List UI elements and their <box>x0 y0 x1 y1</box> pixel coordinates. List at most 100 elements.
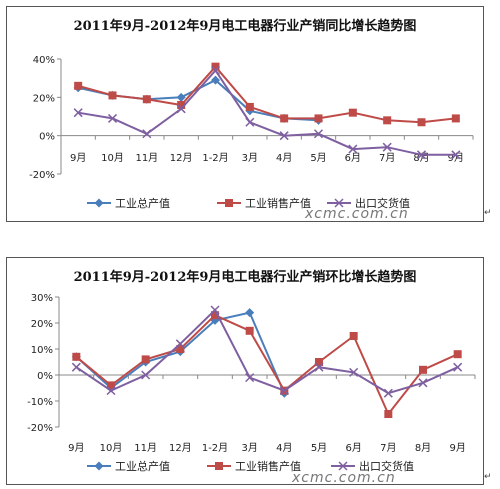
data-point <box>176 345 185 353</box>
x-tick-label: 6月 <box>345 152 361 164</box>
x-tick-label: 9月 <box>70 152 86 164</box>
chart-title: 2011年9月-2012年9月电工电器行业产销环比增长趋势图 <box>73 270 417 285</box>
data-point <box>211 62 220 71</box>
data-point <box>348 144 358 154</box>
data-point <box>279 386 289 396</box>
chart-mom: 30% 20% 10% 0% -10% -20% 9月 10月 11月 12月 1-2月 3月 4月 5月… <box>27 293 476 473</box>
data-point <box>107 381 115 390</box>
series-line <box>78 68 456 156</box>
x-tick-label: 12月 <box>170 152 193 164</box>
data-point <box>384 410 393 418</box>
y-tick-label: -10% <box>27 397 53 408</box>
data-point <box>419 365 427 374</box>
x-tick-label: 10月 <box>101 152 124 164</box>
legend-marker <box>94 198 104 208</box>
data-point <box>315 358 323 366</box>
y-tick-label: 30% <box>31 293 53 304</box>
x-tick-label: 9月 <box>68 442 84 454</box>
data-point <box>418 378 428 388</box>
data-point <box>73 108 83 118</box>
data-point <box>383 388 393 398</box>
data-point <box>142 129 152 139</box>
data-point <box>417 118 426 127</box>
legend-label: 工业总产值 <box>115 196 170 210</box>
data-point <box>142 95 151 104</box>
data-point <box>141 370 151 380</box>
data-point <box>210 315 220 325</box>
x-tick-label: 3月 <box>242 152 258 164</box>
y-tick-label: -20% <box>29 170 55 181</box>
data-point <box>211 75 220 85</box>
data-point <box>245 102 254 111</box>
data-point <box>176 92 186 102</box>
data-point <box>383 116 392 125</box>
x-tick-label: 4月 <box>276 442 292 454</box>
data-point <box>451 150 461 160</box>
legend-marker <box>338 461 348 471</box>
data-point <box>348 108 357 117</box>
legend-label: 工业总产值 <box>115 459 170 473</box>
y-tick-label: 0% <box>37 371 53 382</box>
data-point <box>313 129 324 139</box>
legend-marker <box>215 462 223 470</box>
data-point <box>349 332 358 340</box>
y-tick-label: 20% <box>31 319 53 330</box>
data-point <box>280 114 289 123</box>
data-point <box>453 362 463 372</box>
data-point <box>108 91 117 100</box>
paragraph-mark: ↵ <box>484 472 492 482</box>
x-tick-label: 12月 <box>169 442 192 454</box>
data-point <box>210 65 221 76</box>
legend-marker <box>225 199 233 207</box>
data-point <box>245 373 255 383</box>
chart-panel-mom: 2011年9月-2012年9月电工电器行业产销环比增长趋势图 30% 20% 10%… <box>6 257 484 485</box>
data-point <box>245 308 255 318</box>
data-point <box>382 142 392 152</box>
x-tick-label: 5月 <box>310 152 326 164</box>
data-point <box>211 311 219 320</box>
series-line <box>75 314 459 416</box>
series-line <box>77 65 456 124</box>
x-tick-label: 1-2月 <box>202 442 228 454</box>
watermark: xcmc.com.cn <box>292 470 396 486</box>
data-point <box>245 326 254 335</box>
data-point <box>349 367 359 377</box>
paragraph-mark: ↵ <box>484 208 492 218</box>
data-point <box>451 114 460 123</box>
chart-yoy: 40%20%0%-20%9月 10月 11月 12月 1-2月 3月 4月 5月 6月 7月 8月 9… <box>29 55 474 210</box>
x-tick-label: 4月 <box>276 152 292 164</box>
data-point <box>314 114 323 123</box>
x-tick-label: 8月 <box>415 442 431 454</box>
y-tick-label: -20% <box>27 423 53 434</box>
x-tick-label: 11月 <box>135 152 158 164</box>
watermark: xcmc.com.cn <box>305 206 409 222</box>
x-tick-label: 1-2月 <box>202 152 228 164</box>
y-tick-label: 0% <box>39 132 55 143</box>
data-point <box>314 362 324 372</box>
legend-label: 出口交货值 <box>355 196 410 210</box>
data-point <box>177 101 186 109</box>
legend-label: 工业销售产值 <box>245 196 311 210</box>
legend-label: 工业销售产值 <box>235 459 301 473</box>
y-tick-label: 40% <box>33 55 55 66</box>
data-point <box>279 131 289 141</box>
legend-marker <box>334 198 344 208</box>
chart-title: 2011年9月-2012年9月电工电器行业产销同比增长趋势图 <box>73 19 417 34</box>
x-tick-label: 9月 <box>449 442 465 454</box>
data-point <box>210 305 220 315</box>
x-tick-label: 7月 <box>379 152 395 164</box>
data-point <box>416 150 427 160</box>
x-tick-label: 5月 <box>311 442 327 454</box>
x-tick-label: 6月 <box>345 442 361 454</box>
data-point <box>71 362 81 372</box>
data-point <box>72 352 81 361</box>
x-tick-label: 3月 <box>241 442 257 454</box>
data-point <box>107 113 118 123</box>
data-point <box>175 339 185 349</box>
data-point <box>453 350 462 359</box>
data-point <box>245 117 255 127</box>
x-tick-label: 10月 <box>100 442 123 454</box>
data-point <box>176 104 186 114</box>
data-point <box>141 355 150 364</box>
legend-marker <box>94 461 104 471</box>
